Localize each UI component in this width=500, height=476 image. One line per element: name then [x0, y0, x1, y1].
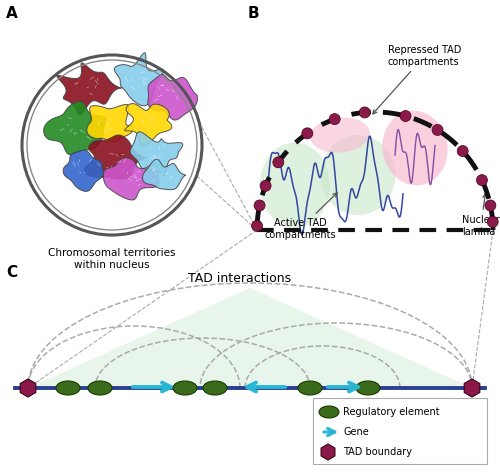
Ellipse shape — [320, 135, 396, 215]
Polygon shape — [63, 150, 104, 191]
Circle shape — [252, 220, 262, 231]
Text: TAD interactions: TAD interactions — [188, 272, 292, 285]
Polygon shape — [44, 101, 106, 155]
Circle shape — [273, 157, 284, 168]
Polygon shape — [142, 159, 186, 189]
Polygon shape — [130, 132, 183, 176]
Text: TAD boundary: TAD boundary — [343, 447, 412, 457]
Text: Nuclear
lamina: Nuclear lamina — [462, 194, 500, 237]
Circle shape — [359, 107, 370, 118]
Circle shape — [485, 200, 496, 211]
Ellipse shape — [56, 381, 80, 395]
Text: B: B — [248, 6, 260, 21]
Ellipse shape — [382, 110, 448, 185]
Ellipse shape — [88, 381, 112, 395]
Circle shape — [302, 128, 313, 139]
Ellipse shape — [356, 381, 380, 395]
Circle shape — [457, 146, 468, 157]
Ellipse shape — [298, 381, 322, 395]
Circle shape — [260, 180, 271, 191]
Text: C: C — [6, 265, 17, 280]
Polygon shape — [84, 135, 146, 179]
Polygon shape — [148, 74, 198, 120]
Ellipse shape — [260, 142, 330, 228]
Circle shape — [432, 124, 443, 136]
Circle shape — [400, 110, 411, 121]
Polygon shape — [87, 104, 132, 142]
Polygon shape — [28, 288, 472, 388]
Ellipse shape — [319, 406, 339, 418]
Polygon shape — [104, 158, 159, 200]
Circle shape — [476, 175, 488, 186]
Text: A: A — [6, 6, 18, 21]
Polygon shape — [57, 63, 122, 115]
Text: Repressed TAD
compartments: Repressed TAD compartments — [373, 45, 462, 114]
Ellipse shape — [173, 381, 197, 395]
Polygon shape — [114, 53, 164, 106]
Polygon shape — [124, 104, 172, 146]
Ellipse shape — [310, 118, 370, 153]
Circle shape — [329, 114, 340, 125]
Text: Gene: Gene — [343, 427, 369, 437]
Text: Active TAD
compartments: Active TAD compartments — [264, 193, 337, 239]
Circle shape — [487, 216, 498, 227]
Ellipse shape — [203, 381, 227, 395]
FancyBboxPatch shape — [313, 398, 487, 464]
Circle shape — [254, 200, 265, 211]
Text: Chromosomal territories
within nucleus: Chromosomal territories within nucleus — [48, 248, 176, 269]
Text: Regulatory element: Regulatory element — [343, 407, 440, 417]
